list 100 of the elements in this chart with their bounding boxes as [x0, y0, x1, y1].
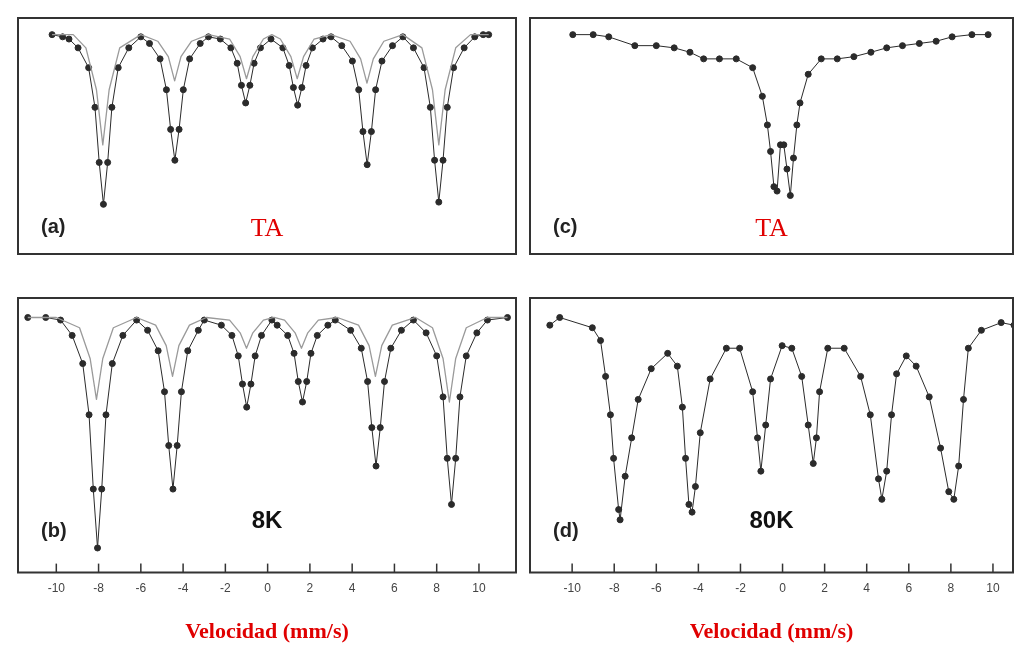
point	[706, 375, 714, 383]
point	[722, 344, 730, 352]
point	[950, 495, 958, 503]
annotation: 80K	[749, 506, 795, 534]
point	[786, 192, 794, 199]
x-tick-label: 10	[472, 581, 486, 596]
point	[850, 53, 858, 61]
point	[960, 395, 967, 403]
x-tick-label: -2	[220, 581, 232, 596]
point	[812, 434, 820, 442]
point	[888, 411, 896, 419]
point	[767, 375, 775, 383]
x-tick-label: -8	[93, 581, 105, 596]
annotation: 8K	[251, 506, 283, 534]
point	[616, 516, 624, 524]
point	[915, 39, 923, 47]
point	[696, 429, 704, 437]
point	[788, 344, 796, 352]
annotation: (c)	[553, 214, 578, 237]
x-tick-label: 8	[947, 581, 955, 596]
point	[606, 411, 614, 419]
point	[757, 467, 765, 475]
point	[634, 395, 642, 403]
x-tick-label: 4	[348, 581, 356, 596]
x-tick-label: 6	[905, 581, 913, 596]
point	[867, 48, 875, 56]
point	[569, 31, 577, 39]
point	[688, 508, 696, 516]
annotation: (a)	[41, 214, 66, 237]
point	[615, 506, 623, 514]
point	[678, 403, 686, 411]
point	[749, 64, 757, 72]
point	[937, 444, 945, 452]
point	[955, 462, 963, 470]
point	[664, 349, 672, 357]
point	[883, 44, 891, 52]
x-tick-label: -6	[135, 581, 147, 596]
point	[878, 495, 886, 503]
point	[628, 434, 636, 442]
point	[857, 372, 865, 380]
x-tick-label: -2	[735, 581, 747, 596]
x-tick-label: -4	[177, 581, 189, 596]
x-tick-label: -8	[608, 581, 620, 596]
point	[902, 352, 910, 360]
point	[883, 467, 891, 475]
x-tick-label: 10	[986, 581, 1000, 596]
point	[588, 324, 596, 332]
point	[762, 421, 770, 429]
point	[968, 31, 976, 39]
x-tick-label: 0	[779, 581, 787, 596]
point	[736, 344, 744, 352]
point	[686, 48, 694, 56]
point	[597, 337, 605, 345]
point	[796, 99, 804, 107]
x-tick-label: 0	[264, 581, 272, 596]
point	[763, 121, 771, 129]
point	[866, 411, 874, 419]
x-tick-label: -10	[563, 581, 582, 596]
point	[964, 344, 972, 352]
point	[893, 370, 901, 378]
point	[817, 55, 825, 63]
point	[631, 42, 639, 50]
point	[673, 362, 681, 370]
annotation: (d)	[553, 519, 579, 542]
point	[789, 154, 797, 162]
x-axis-title: Velocidad (mm/s)	[688, 618, 855, 644]
point	[804, 421, 812, 429]
point	[948, 33, 956, 41]
point	[546, 321, 554, 329]
point	[556, 313, 564, 321]
point	[824, 344, 832, 352]
point	[804, 70, 812, 78]
point	[732, 55, 740, 63]
point	[773, 187, 781, 195]
point	[754, 434, 762, 442]
x-tick-label: -4	[693, 581, 705, 596]
point	[816, 388, 824, 396]
point	[602, 372, 610, 380]
x-tick-label: 8	[433, 581, 441, 596]
x-tick-label: 4	[863, 581, 871, 596]
point	[833, 55, 841, 63]
point	[670, 44, 678, 52]
point	[932, 37, 940, 45]
point	[977, 326, 985, 334]
point	[691, 483, 699, 491]
point	[809, 459, 817, 467]
x-axis-title: Velocidad (mm/s)	[184, 618, 350, 644]
point	[945, 488, 953, 496]
point	[898, 42, 906, 50]
point	[682, 454, 690, 462]
point	[647, 365, 655, 373]
point	[840, 344, 848, 352]
x-tick-label: -10	[47, 581, 66, 596]
point	[685, 500, 693, 508]
point	[984, 31, 992, 39]
point	[783, 165, 791, 173]
point	[875, 475, 882, 483]
point	[997, 319, 1005, 327]
annotation: TA	[250, 212, 284, 242]
point	[605, 33, 613, 41]
